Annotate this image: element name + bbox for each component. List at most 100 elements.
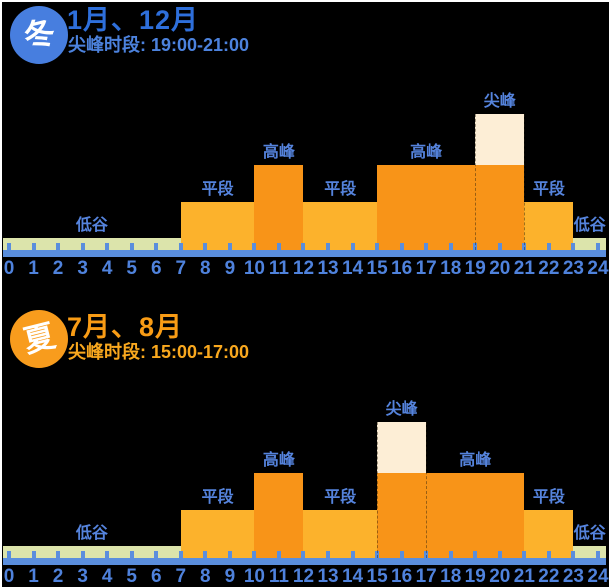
axis-line <box>3 558 606 565</box>
axis-tick <box>7 551 11 558</box>
hour-label: 5 <box>126 566 137 587</box>
segment-bar <box>524 510 574 558</box>
axis-tick <box>375 243 380 250</box>
sharp-peak-base-bar <box>475 165 525 250</box>
hour-label: 8 <box>200 566 211 587</box>
axis-tick <box>31 243 36 250</box>
axis-tick <box>154 551 159 558</box>
hour-label: 12 <box>292 258 315 279</box>
winter-title: 1月、12月 <box>67 5 200 35</box>
hour-label: 13 <box>317 258 339 279</box>
hour-label: 9 <box>224 566 236 587</box>
axis-tick <box>522 551 527 558</box>
hour-label: 9 <box>224 258 236 279</box>
segment-label: 低谷 <box>75 217 108 234</box>
peak-window-dashed-line <box>475 114 477 250</box>
hour-label: 11 <box>268 566 289 587</box>
hour-label: 8 <box>200 258 211 279</box>
axis-tick <box>276 551 281 558</box>
axis-line <box>3 250 606 257</box>
hour-label: 17 <box>415 566 437 587</box>
axis-tick <box>473 551 478 558</box>
hour-label: 21 <box>513 258 535 279</box>
axis-tick <box>326 551 331 558</box>
hour-label: 23 <box>562 566 584 587</box>
sharp-peak-cap-bar <box>475 114 525 165</box>
summer-season-badge-label: 夏 <box>19 317 59 360</box>
axis-tick <box>178 243 183 250</box>
peak-window-dashed-line <box>524 114 526 250</box>
hour-label: 4 <box>101 258 113 279</box>
winter-season-badge: 冬 <box>10 6 68 64</box>
hour-label: 15 <box>366 566 388 587</box>
axis-tick <box>399 243 404 250</box>
segment-label: 平段 <box>532 489 565 506</box>
segment-bar <box>254 473 304 558</box>
segment-label: 平段 <box>324 181 357 198</box>
segment-bar <box>426 473 525 558</box>
segment-label: 低谷 <box>75 525 108 542</box>
hour-label: 21 <box>513 566 535 587</box>
segment-label: 平段 <box>201 181 234 198</box>
axis-tick <box>473 243 478 250</box>
axis-tick <box>105 551 110 558</box>
winter-chart: 冬 1月、12月 尖峰时段: 19:00-21:00 0 1 2 3 4 5 6 7 8 9 10 1… <box>0 5 609 280</box>
summer-title: 7月、8月 <box>67 312 184 342</box>
hour-label: 12 <box>292 566 315 587</box>
axis-tick <box>252 551 257 558</box>
axis-tick <box>7 243 11 250</box>
axis-tick <box>595 243 600 250</box>
axis-tick <box>595 551 600 558</box>
segment-bar <box>524 202 574 250</box>
axis-tick <box>154 243 159 250</box>
hour-label: 6 <box>150 258 162 279</box>
hour-label: 14 <box>341 566 364 587</box>
segment-label: 高峰 <box>262 144 295 161</box>
segment-label: 平段 <box>201 489 234 506</box>
segment-label: 尖峰 <box>385 401 418 418</box>
axis-tick <box>571 551 576 558</box>
hour-label: 0 <box>3 566 15 587</box>
hour-label: 10 <box>243 566 265 587</box>
segment-bar <box>254 165 304 250</box>
hour-label: 13 <box>317 566 339 587</box>
hour-label: 1 <box>28 258 39 279</box>
axis-tick <box>546 243 551 250</box>
segment-bar <box>377 165 476 250</box>
hour-label: 17 <box>415 258 437 279</box>
hour-label: 16 <box>391 258 413 279</box>
hour-label: 14 <box>341 258 364 279</box>
winter-plot: 0 1 2 3 4 5 6 7 8 9 10 11 12 13 14 15 16 17 18 19 20 21 22 23 24… <box>0 92 609 280</box>
summer-plot: 0 1 2 3 4 5 6 7 8 9 10 11 12 13 14 15 16 17 18 19 20 21 22 23 24… <box>0 400 609 587</box>
hour-label: 2 <box>52 258 64 279</box>
hour-label: 4 <box>101 566 113 587</box>
segment-bar <box>573 238 606 250</box>
axis-tick <box>448 551 453 558</box>
hour-label: 20 <box>489 258 511 279</box>
axis-tick <box>326 243 331 250</box>
axis-tick <box>178 551 183 558</box>
axis-tick <box>56 551 61 558</box>
hour-label: 15 <box>366 258 388 279</box>
hour-label: 18 <box>440 566 462 587</box>
hour-label: 2 <box>52 566 64 587</box>
hour-label: 0 <box>3 258 15 279</box>
segment-bar <box>303 510 378 558</box>
axis-tick <box>399 551 404 558</box>
axis-tick <box>497 243 502 250</box>
axis-tick <box>129 551 134 558</box>
segment-bar <box>3 238 181 250</box>
axis-tick <box>227 243 232 250</box>
axis-tick <box>227 551 232 558</box>
axis-tick <box>276 243 281 250</box>
hour-label: 11 <box>268 258 289 279</box>
axis-tick <box>56 243 61 250</box>
segment-label: 低谷 <box>573 217 606 234</box>
axis-tick <box>497 551 502 558</box>
axis-tick <box>80 551 85 558</box>
axis-tick <box>203 551 208 558</box>
segment-label: 高峰 <box>459 452 492 469</box>
hour-label: 23 <box>562 258 584 279</box>
hour-label: 3 <box>77 566 88 587</box>
axis-tick <box>80 243 85 250</box>
